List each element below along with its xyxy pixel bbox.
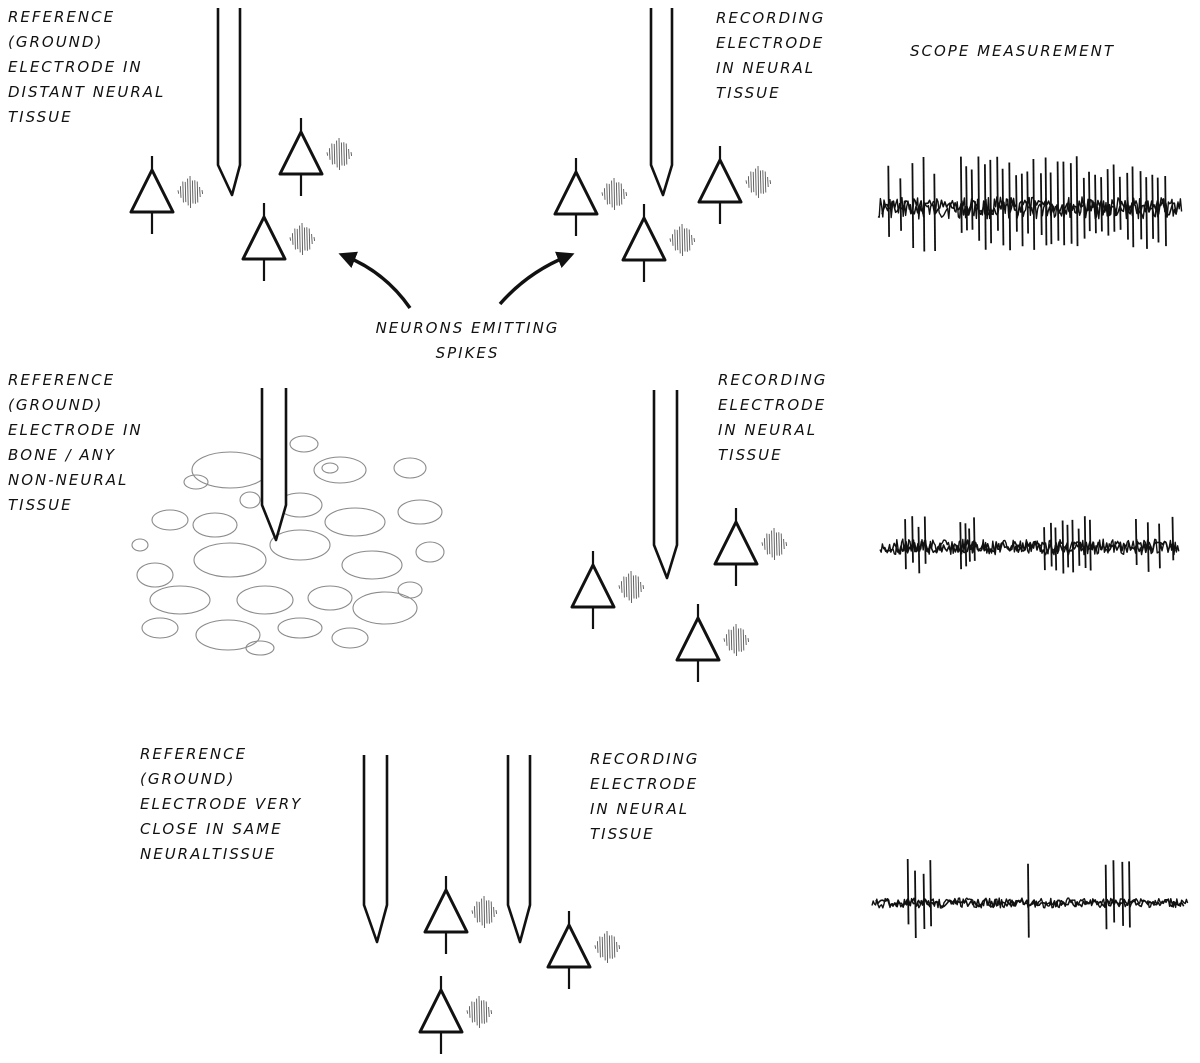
- spike-emission-1-icon: [177, 175, 204, 209]
- neuron-layer: [129, 118, 788, 1054]
- spike-emission-10-icon: [471, 895, 498, 929]
- bone-tissue-icon: [131, 435, 445, 656]
- neuron-5-icon: [621, 204, 696, 282]
- spike-emission-12-icon: [466, 995, 493, 1029]
- reference-label-row-2: Reference (ground) electrode in Bone / a…: [8, 371, 143, 514]
- neuron-1-icon: [129, 156, 204, 234]
- spike-emission-2-icon: [326, 137, 353, 171]
- neuron-10-icon: [423, 876, 498, 954]
- neuron-12-icon: [418, 976, 493, 1054]
- scope-trace-layer: [871, 156, 1189, 939]
- spike-emission-11-icon: [594, 930, 621, 964]
- scope-title: Scope Measurement: [910, 42, 1115, 60]
- recording-label-row-2: Recording electrode in neural tissue: [718, 371, 828, 464]
- scope-trace-1-icon: [877, 156, 1183, 252]
- spike-emission-9-icon: [723, 623, 750, 657]
- neuron-6-icon: [697, 146, 772, 224]
- neuron-9-icon: [675, 604, 750, 682]
- spike-emission-4-icon: [601, 177, 628, 211]
- recording-electrode-2-icon: [652, 390, 679, 580]
- neuron-3-icon: [241, 203, 316, 281]
- recording-electrode-3-icon: [506, 755, 532, 944]
- spike-emission-7-icon: [618, 570, 645, 604]
- neuron-8-icon: [713, 508, 788, 586]
- reference-label-row-1: Reference (ground) electrode in Distant …: [8, 8, 166, 126]
- recording-label-row-3: Recording electrode in neural tissue: [590, 750, 700, 843]
- spike-emission-3-icon: [289, 222, 316, 256]
- curved-arrow-right-icon: [498, 251, 575, 306]
- neuron-11-icon: [546, 911, 621, 989]
- reference-label-row-3: Reference (ground) electrode very close …: [140, 745, 303, 863]
- curved-arrow-left-icon: [338, 251, 412, 309]
- neuron-4-icon: [553, 158, 628, 236]
- recording-label-row-1: Recording electrode in neural tissue: [716, 9, 826, 102]
- scope-trace-3-icon: [871, 858, 1189, 939]
- neuron-2-icon: [278, 118, 353, 196]
- recording-electrode-1-icon: [649, 8, 674, 197]
- neurons-callout: Neurons emitting spikes: [375, 319, 560, 362]
- neuron-7-icon: [570, 551, 645, 629]
- reference-electrode-3-icon: [362, 755, 389, 944]
- reference-electrode-1-icon: [216, 8, 242, 197]
- spike-emission-8-icon: [761, 527, 788, 561]
- spike-emission-5-icon: [669, 223, 696, 257]
- spike-emission-6-icon: [745, 165, 772, 199]
- reference-electrode-2-icon: [260, 388, 288, 542]
- scope-trace-2-icon: [879, 516, 1180, 574]
